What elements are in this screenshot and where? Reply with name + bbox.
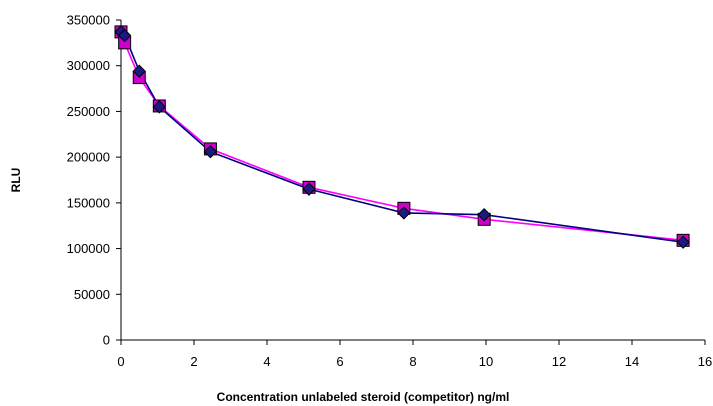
data-point (477, 208, 491, 222)
y-tick-label: 350000 (67, 13, 110, 28)
data-point (203, 144, 218, 159)
x-tick-label: 14 (625, 354, 639, 369)
data-point (302, 182, 316, 196)
data-point (132, 64, 146, 78)
x-tick-label: 6 (336, 354, 343, 369)
x-tick-label: 2 (190, 354, 197, 369)
y-tick-label: 200000 (67, 150, 110, 165)
data-point (117, 28, 132, 43)
series-layer (114, 25, 690, 249)
x-tick-label: 12 (552, 354, 566, 369)
x-tick-label: 10 (479, 354, 493, 369)
x-tick-label: 8 (409, 354, 416, 369)
y-tick-label: 100000 (67, 241, 110, 256)
data-point (152, 100, 167, 114)
x-tick-label: 16 (698, 354, 712, 369)
y-tick-label: 150000 (67, 195, 110, 210)
y-axis-title: RLU (9, 168, 23, 193)
data-point (676, 235, 690, 249)
x-tick-label: 0 (117, 354, 124, 369)
y-axis: 0 50000 100000 150000 200000 250000 300000 3500… (67, 13, 122, 348)
y-tick-label: 250000 (67, 104, 110, 119)
y-tick-label: 0 (103, 333, 110, 348)
y-tick-label: 300000 (67, 58, 110, 73)
x-axis: 0 2 4 6 8 10 12 14 16 (117, 339, 712, 369)
x-axis-title: Concentration unlabeled steroid (competi… (217, 390, 510, 404)
x-tick-label: 4 (263, 354, 270, 369)
y-tick-label: 50000 (74, 287, 110, 302)
data-point (397, 206, 411, 220)
series-2-markers (114, 25, 690, 249)
